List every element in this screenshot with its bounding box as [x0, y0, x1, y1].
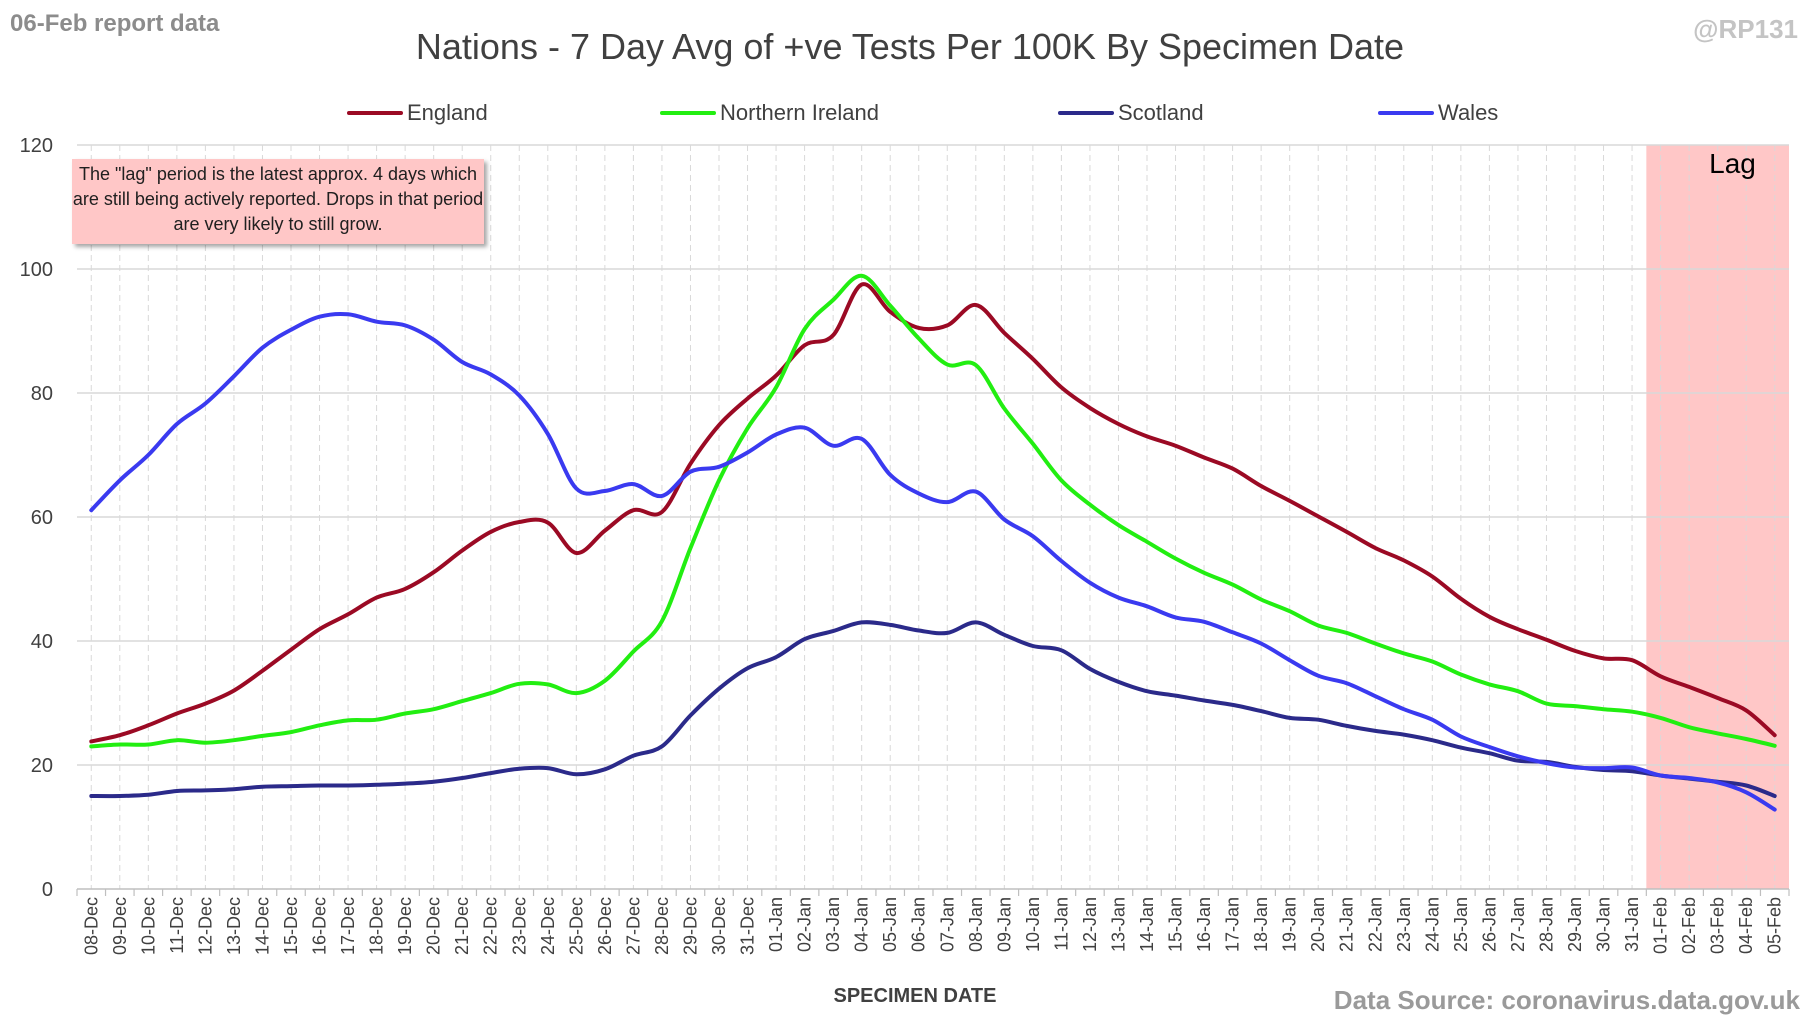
x-tick-label: 09-Jan	[994, 897, 1014, 952]
y-tick-label-100: 100	[20, 259, 53, 281]
x-tick-label: 14-Jan	[1137, 897, 1157, 952]
x-tick-label: 20-Dec	[424, 897, 444, 955]
x-tick-label: 13-Jan	[1108, 897, 1128, 952]
x-tick-label: 27-Jan	[1508, 897, 1528, 952]
x-tick-label: 04-Feb	[1736, 897, 1756, 954]
series-line-england	[89, 282, 1777, 744]
gridlines	[77, 144, 1789, 889]
x-tick-label: 09-Dec	[110, 897, 130, 955]
x-tick-label: 26-Dec	[595, 897, 615, 955]
x-tick-label: 18-Dec	[367, 897, 387, 955]
x-tick-label: 28-Jan	[1536, 897, 1556, 952]
x-tick-label: 21-Jan	[1337, 897, 1357, 952]
chart-title: Nations - 7 Day Avg of +ve Tests Per 100…	[415, 26, 1405, 67]
legend-item-scotland: Scotland	[1058, 100, 1204, 126]
x-tick-label: 16-Dec	[310, 897, 330, 955]
x-tick-label: 29-Dec	[680, 897, 700, 955]
x-tick-label: 24-Dec	[538, 897, 558, 955]
y-tick-label-0: 0	[42, 879, 53, 901]
x-tick-label: 26-Jan	[1479, 897, 1499, 952]
x-tick-labels: 08-Dec 09-Dec 10-Dec 11-Dec 12-Dec 13-Dec 14-D…	[81, 897, 1784, 955]
x-tick-label: 22-Dec	[481, 897, 501, 955]
report-date-label: 06-Feb report data	[10, 10, 220, 37]
x-tick-label: 17-Jan	[1223, 897, 1243, 952]
x-tick-label: 06-Jan	[909, 897, 929, 952]
series-line-wales	[89, 311, 1777, 812]
legend-label-scotland: Scotland	[1118, 100, 1204, 125]
author-handle: @RP131	[1693, 14, 1798, 44]
x-tick-label: 04-Jan	[852, 897, 872, 952]
x-tick-label: 23-Dec	[509, 897, 529, 955]
x-tick-label: 02-Feb	[1679, 897, 1699, 954]
x-tick-label: 16-Jan	[1194, 897, 1214, 952]
lag-note-box: The "lag" period is the latest approx. 4…	[72, 159, 484, 244]
series-line-northern-ireland	[89, 273, 1777, 749]
x-tick-label: 11-Dec	[167, 897, 187, 954]
x-tick-label: 15-Dec	[281, 897, 301, 955]
lag-label: Lag	[1709, 148, 1756, 179]
x-tick-label: 28-Dec	[652, 897, 672, 955]
x-tick-label: 15-Jan	[1166, 897, 1186, 952]
legend-label-wales: Wales	[1438, 100, 1499, 125]
x-tick-label: 23-Jan	[1394, 897, 1414, 952]
x-tick-label: 24-Jan	[1422, 897, 1442, 952]
legend-label-england: England	[407, 100, 488, 125]
x-tick-label: 19-Jan	[1280, 897, 1300, 952]
x-tick-label: 30-Jan	[1594, 897, 1614, 952]
legend-item-wales: Wales	[1378, 100, 1498, 126]
x-tick-label: 08-Jan	[966, 897, 986, 952]
x-tick-label: 01-Jan	[766, 897, 786, 952]
y-tick-label-20: 20	[31, 755, 53, 777]
x-tick-label: 10-Jan	[1023, 897, 1043, 952]
x-tick-label: 25-Dec	[566, 897, 586, 955]
x-tick-label: 10-Dec	[138, 897, 158, 955]
legend-swatch-england	[347, 111, 403, 115]
x-tick-label: 14-Dec	[252, 897, 272, 955]
x-tick-label: 30-Dec	[709, 897, 729, 955]
legend-label-northern-ireland: Northern Ireland	[720, 100, 879, 125]
x-tick-label: 12-Jan	[1080, 897, 1100, 952]
x-tick-label: 13-Dec	[224, 897, 244, 955]
y-tick-labels: 0 20 40 60 80 100 120	[20, 135, 53, 901]
y-tick-label-120: 120	[20, 135, 53, 157]
y-tick-label-60: 60	[31, 507, 53, 529]
x-tick-label: 18-Jan	[1251, 897, 1271, 952]
x-tick-label: 27-Dec	[623, 897, 643, 955]
x-tick-label: 29-Jan	[1565, 897, 1585, 952]
legend-swatch-scotland	[1058, 111, 1114, 115]
legend-item-england: England	[347, 100, 488, 126]
x-tick-label: 21-Dec	[452, 897, 472, 955]
x-tick-label: 12-Dec	[195, 897, 215, 955]
x-tick-label: 02-Jan	[795, 897, 815, 952]
x-tick-label: 05-Feb	[1765, 897, 1785, 954]
x-tick-label: 31-Dec	[738, 897, 758, 955]
data-source-label: Data Source: coronavirus.data.gov.uk	[1333, 985, 1800, 1015]
x-tick-label: 20-Jan	[1308, 897, 1328, 952]
series-line-scotland	[89, 620, 1777, 799]
y-tick-label-80: 80	[31, 383, 53, 405]
x-tick-label: 05-Jan	[880, 897, 900, 952]
x-tick-label: 22-Jan	[1365, 897, 1385, 952]
legend: England Northern Ireland Scotland Wales	[0, 100, 1820, 130]
x-tick-label: 31-Jan	[1622, 897, 1642, 952]
x-tick-label: 07-Jan	[937, 897, 957, 952]
axes	[76, 888, 1790, 896]
legend-swatch-northern-ireland	[660, 111, 716, 115]
series-lines	[89, 273, 1777, 812]
x-tick-label: 01-Feb	[1651, 897, 1671, 954]
x-tick-label: 11-Jan	[1051, 897, 1071, 951]
x-tick-label: 03-Jan	[823, 897, 843, 952]
x-tick-label: 19-Dec	[395, 897, 415, 955]
x-tick-label: 03-Feb	[1708, 897, 1728, 954]
legend-swatch-wales	[1378, 111, 1434, 115]
y-tick-label-40: 40	[31, 631, 53, 653]
x-tick-label: 17-Dec	[338, 897, 358, 955]
legend-item-northern-ireland: Northern Ireland	[660, 100, 879, 126]
x-tick-label: 25-Jan	[1451, 897, 1471, 952]
x-axis-title: SPECIMEN DATE	[833, 985, 997, 1007]
x-tick-label: 08-Dec	[81, 897, 101, 955]
